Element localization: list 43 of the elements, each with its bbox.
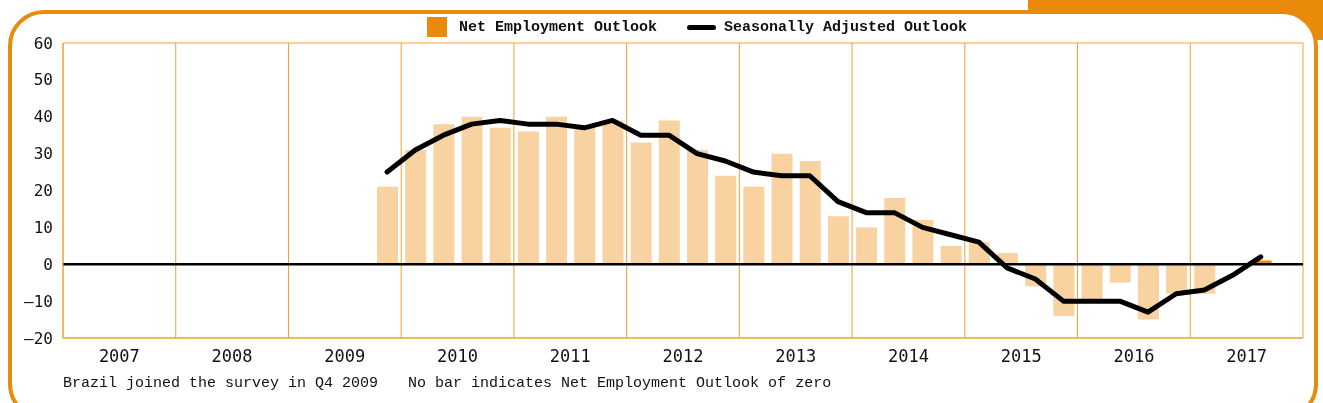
x-tick-label: 2016 <box>1113 346 1155 367</box>
y-tick-label: 10 <box>33 217 53 237</box>
bar <box>517 131 539 265</box>
bar <box>630 142 652 265</box>
x-tick-label: 2017 <box>1226 346 1268 367</box>
y-tick-label: 50 <box>33 70 53 90</box>
x-tick-label: 2011 <box>549 346 591 367</box>
x-tick-label: 2010 <box>437 346 479 367</box>
y-tick-label: –10 <box>24 291 53 311</box>
bar <box>743 186 765 265</box>
text: Brazil joined the survey in Q4 2009 <box>63 375 379 392</box>
bar <box>940 245 962 265</box>
bar <box>377 186 398 265</box>
y-tick-label: 40 <box>33 107 53 127</box>
x-tick-label: 2007 <box>98 346 140 367</box>
bar <box>827 216 849 265</box>
legend-label: Net Employment Outlook <box>459 18 658 36</box>
x-tick-label: 2012 <box>662 346 704 367</box>
bar <box>658 120 680 265</box>
bar <box>405 149 427 265</box>
text: No bar indicates Net Employment Outlook of zero <box>408 375 832 392</box>
x-tick-label: 2015 <box>1000 346 1042 367</box>
bar <box>799 161 821 265</box>
x-tick-label: 2014 <box>887 346 929 367</box>
bar <box>687 149 708 265</box>
bar <box>771 153 793 265</box>
legend-label: Seasonally Adjusted Outlook <box>724 18 968 36</box>
bar <box>602 120 624 265</box>
bar <box>715 175 737 265</box>
y-tick-label: 60 <box>33 33 53 53</box>
x-tick-label: 2013 <box>775 346 817 367</box>
bar <box>856 227 878 265</box>
y-tick-label: 30 <box>33 144 53 164</box>
bar <box>489 127 511 265</box>
y-tick-label: 20 <box>33 181 53 201</box>
y-tick-label: –20 <box>24 328 53 348</box>
x-tick-label: 2009 <box>324 346 366 367</box>
bar <box>574 127 596 265</box>
bar <box>433 124 455 265</box>
x-tick-label: 2008 <box>211 346 253 367</box>
bar <box>546 116 568 265</box>
y-tick-label: 0 <box>43 254 53 274</box>
bar <box>461 116 483 265</box>
